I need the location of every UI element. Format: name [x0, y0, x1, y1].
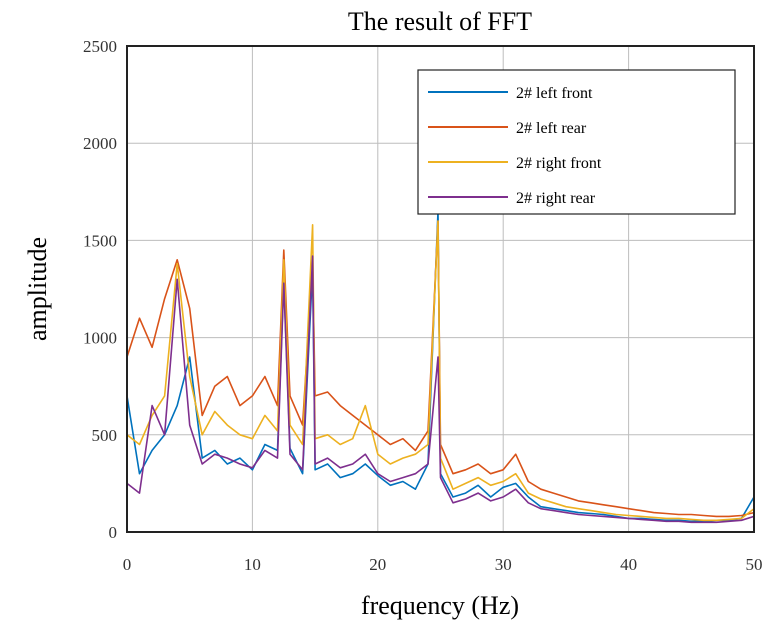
y-axis-label: amplitude	[23, 237, 52, 341]
x-tick-label: 40	[620, 555, 637, 574]
legend-label-4: 2# right rear	[516, 190, 596, 207]
legend: 2# left front 2# left rear 2# right front 2…	[417, 69, 736, 215]
y-tick-label: 2500	[83, 37, 117, 56]
y-tick-label: 1000	[83, 329, 117, 348]
y-tick-label: 2000	[83, 134, 117, 153]
x-tick-label: 10	[244, 555, 261, 574]
x-tick-label: 50	[746, 555, 763, 574]
x-tick-label: 0	[123, 555, 132, 574]
legend-label-1: 2# left front	[516, 85, 593, 102]
plot-frame	[126, 45, 755, 533]
x-axis-label: frequency (Hz)	[361, 591, 519, 620]
series-lines	[126, 210, 755, 524]
x-tick-label: 30	[495, 555, 512, 574]
legend-box	[417, 69, 736, 215]
chart-title: The result of FFT	[348, 7, 532, 36]
x-tick-label: 20	[369, 555, 386, 574]
y-tick-label: 1500	[83, 231, 117, 250]
series-line-4	[126, 255, 755, 524]
y-tick-label: 500	[92, 426, 118, 445]
y-tick-label: 0	[109, 523, 118, 542]
legend-label-2: 2# left rear	[516, 120, 587, 137]
legend-label-3: 2# right front	[516, 155, 602, 172]
series-line-3	[126, 220, 755, 522]
